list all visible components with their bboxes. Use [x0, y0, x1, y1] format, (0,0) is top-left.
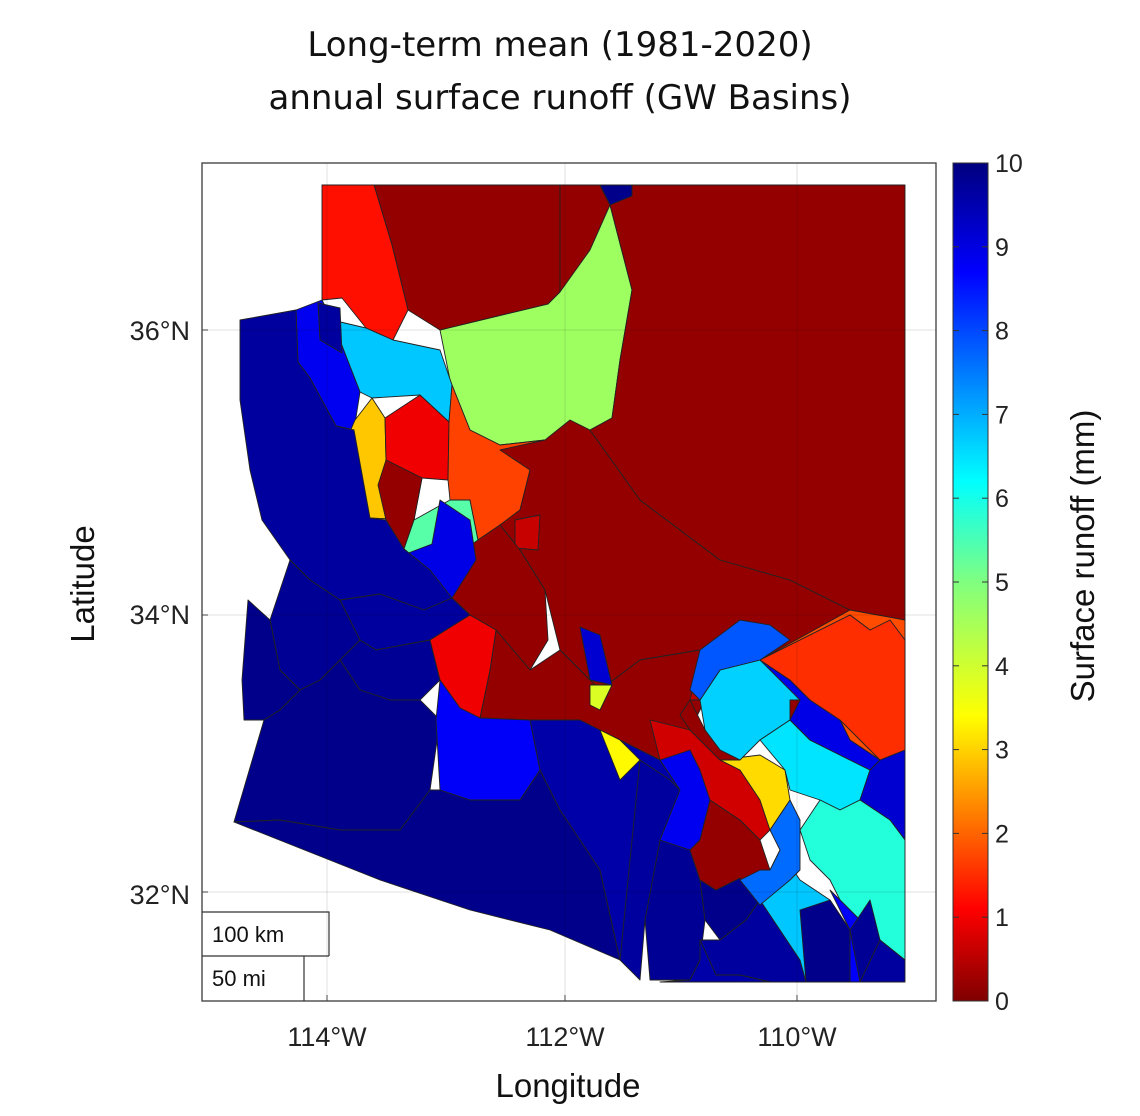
scale-bar: 100 km 50 mi [202, 911, 330, 1001]
scale-bar-km-label: 100 km [212, 922, 284, 947]
basin-22 [239, 309, 453, 611]
y-tick-label-32n: 32°N [130, 880, 190, 910]
colorbar-tick-label-6: 6 [995, 485, 1009, 513]
scale-bar-km-line [202, 911, 330, 956]
basin-57 [689, 619, 791, 701]
basin-58 [799, 899, 851, 983]
colorbar-ticks: 0 1 2 3 4 5 6 7 8 9 10 [953, 150, 1023, 1016]
basin-29 [589, 684, 613, 711]
colorbar-tick-label-3: 3 [995, 737, 1009, 765]
colorbar-tick-label-10: 10 [995, 150, 1023, 178]
colorbar-label: Surface runoff (mm) [1064, 410, 1101, 703]
colorbar-tick-label-5: 5 [995, 569, 1009, 597]
basin-17 [514, 514, 541, 551]
colorbar-tick-label-4: 4 [995, 653, 1009, 681]
y-axis-label: Latitude [64, 525, 101, 642]
y-tick-label-34n: 34°N [130, 600, 190, 630]
basin-8 [317, 302, 343, 354]
map-grid [202, 163, 936, 1001]
map-axes [201, 162, 937, 1002]
basin-37 [659, 939, 771, 983]
map-frame-outline [201, 162, 937, 1002]
x-tick-label-110w: 110°W [757, 1022, 837, 1052]
map-title-line1: Long-term mean (1981-2020) [307, 25, 812, 65]
map-title-line2: annual surface runoff (GW Basins) [268, 78, 851, 118]
basin-56 [759, 614, 906, 761]
basin-43 [739, 799, 801, 906]
basin-polygons [233, 184, 906, 983]
colorbar-tick-label-2: 2 [995, 820, 1009, 848]
colorbar-tick-label-9: 9 [995, 234, 1009, 262]
x-tick-label-114w: 114°W [287, 1022, 367, 1052]
colorbar-tick-label-0: 0 [995, 988, 1009, 1016]
basin-60 [849, 899, 881, 983]
scale-bar-mi-label: 50 mi [212, 966, 266, 991]
basin-52 [679, 699, 741, 761]
y-tick-label-36n: 36°N [130, 316, 190, 346]
x-tick-label-112w: 112°W [525, 1022, 605, 1052]
colorbar-tick-label-8: 8 [995, 318, 1009, 346]
x-tick-labels: 114°W 112°W 110°W [287, 1022, 837, 1052]
x-axis-label: Longitude [496, 1067, 641, 1104]
colorbar: 0 1 2 3 4 5 6 7 8 9 10 Surface runoff (mm) [952, 150, 1101, 1016]
colorbar-tick-label-1: 1 [995, 904, 1009, 932]
colorbar-tick-label-7: 7 [995, 401, 1009, 429]
basin-55 [599, 729, 641, 781]
y-tick-labels: 36°N 34°N 32°N [130, 316, 190, 910]
